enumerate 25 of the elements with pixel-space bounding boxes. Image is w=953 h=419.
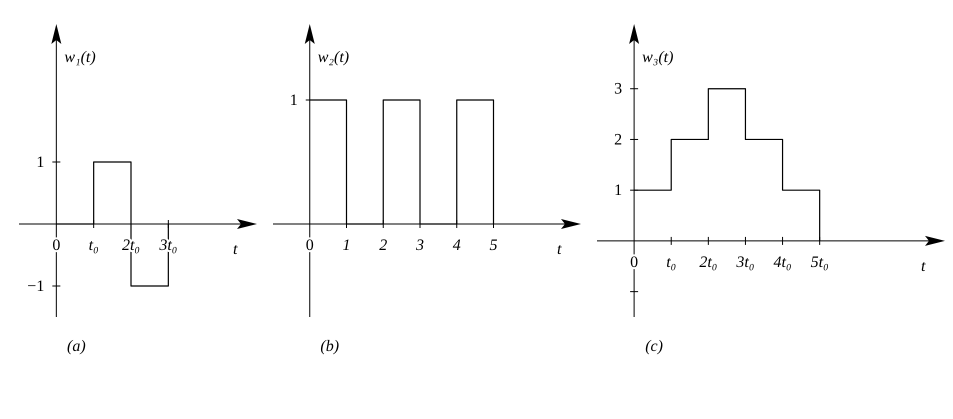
y-axis-title: w₂(t) (318, 49, 350, 66)
y-tick-label: 1 (614, 182, 622, 200)
text: (c) (645, 338, 663, 355)
x-tick-label: 4 (452, 237, 461, 254)
x-axis-title: t (233, 241, 238, 258)
annotation: 1 (290, 92, 298, 109)
x-tick-label: 1 (342, 237, 350, 254)
x-tick-label: t₀ (88, 237, 99, 254)
text: (b) (320, 338, 340, 355)
x-tick-label: 4t₀ (774, 254, 792, 271)
x-tick-label: 5 (490, 237, 498, 254)
y-tick-label: 3 (614, 80, 622, 98)
x-tick-label: 2 (379, 237, 388, 254)
x-tick-label: 2t₀ (699, 254, 718, 271)
x-axis-title: t (921, 258, 926, 275)
y-tick-label: −1 (27, 278, 44, 295)
x-tick-label: 5t₀ (810, 254, 829, 271)
x-axis-title: t (557, 241, 562, 258)
y-axis-title: w₃(t) (642, 49, 674, 66)
y-axis-title: w₁(t) (64, 49, 96, 66)
x-tick-label: 3t₀ (735, 254, 754, 271)
y-tick-label: 2 (614, 131, 622, 148)
x-tick-label: t₀ (666, 254, 676, 271)
text: (a) (67, 338, 86, 355)
x-tick-label: 3 (415, 237, 424, 254)
